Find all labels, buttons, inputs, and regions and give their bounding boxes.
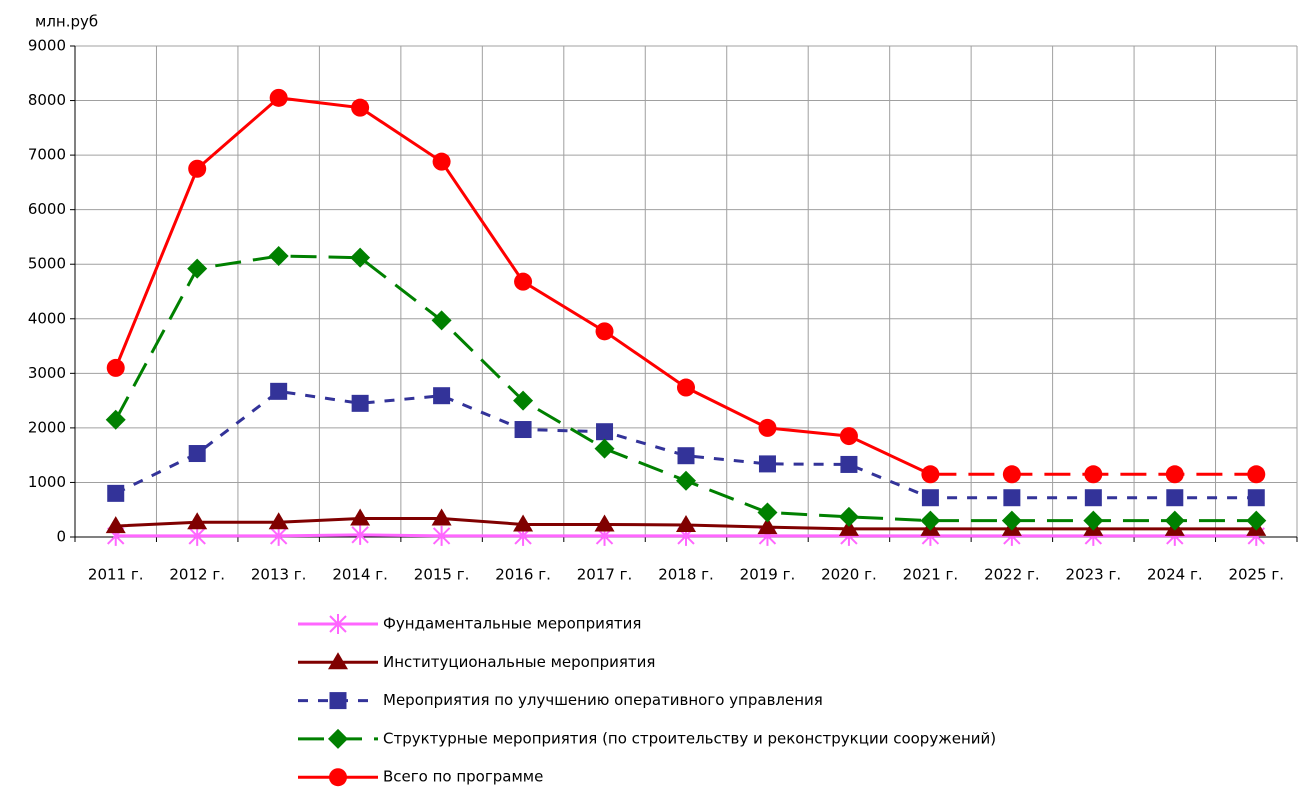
y-tick-label: 4000 (28, 309, 66, 327)
marker (758, 455, 776, 473)
x-tick-label: 2013 г. (251, 566, 307, 584)
legend-label: Структурные мероприятия (по строительств… (383, 729, 996, 747)
x-tick-label: 2023 г. (1066, 566, 1122, 584)
marker (187, 258, 208, 279)
legend-label: Фундаментальные мероприятия (383, 615, 641, 633)
legend-label: Мероприятия по улучшению оперативного уп… (383, 691, 823, 709)
x-tick-label: 2011 г. (88, 566, 144, 584)
x-tick-label: 2025 г. (1228, 566, 1284, 584)
marker (1247, 465, 1266, 484)
marker (106, 358, 125, 377)
marker (1002, 465, 1021, 484)
x-tick-label: 2015 г. (414, 566, 470, 584)
x-tick-label: 2020 г. (821, 566, 877, 584)
marker (270, 382, 288, 400)
x-tick-label: 2016 г. (495, 566, 551, 584)
marker (514, 272, 533, 291)
x-tick-label: 2022 г. (984, 566, 1040, 584)
marker (594, 514, 615, 532)
marker (432, 525, 451, 546)
x-tick-label: 2017 г. (577, 566, 633, 584)
y-tick-label: 8000 (28, 91, 66, 109)
marker (433, 387, 451, 405)
marker (329, 768, 347, 787)
marker (1165, 465, 1184, 484)
marker (187, 512, 208, 530)
marker (1164, 510, 1185, 531)
marker (350, 247, 371, 268)
marker (840, 455, 858, 473)
marker (839, 427, 858, 446)
marker (514, 421, 532, 439)
marker (328, 652, 348, 670)
marker (758, 418, 777, 437)
y-axis-label: млн.руб (35, 13, 98, 31)
marker (838, 518, 859, 536)
marker (757, 517, 778, 535)
marker (1246, 510, 1267, 531)
marker (677, 447, 695, 465)
marker (269, 88, 288, 107)
y-tick-label: 1000 (28, 473, 66, 491)
marker (594, 438, 615, 459)
marker (676, 470, 696, 491)
y-tick-label: 2000 (28, 418, 66, 436)
y-tick-label: 3000 (28, 364, 66, 382)
y-tick-label: 0 (56, 528, 66, 546)
marker (596, 423, 614, 441)
marker (1084, 489, 1102, 507)
marker (757, 502, 778, 523)
marker (268, 512, 289, 530)
x-tick-label: 2024 г. (1147, 566, 1203, 584)
marker (107, 484, 125, 502)
marker (1084, 465, 1103, 484)
marker (329, 614, 347, 634)
x-tick-label: 2014 г. (332, 566, 388, 584)
marker (921, 465, 940, 484)
marker (676, 514, 696, 532)
x-tick-label: 2019 г. (740, 566, 796, 584)
marker (595, 322, 614, 341)
marker (1083, 510, 1104, 531)
marker (838, 506, 859, 527)
marker (513, 390, 534, 411)
marker (105, 516, 126, 534)
marker (351, 98, 370, 117)
marker (268, 246, 289, 267)
marker (188, 445, 206, 463)
marker (677, 378, 695, 397)
marker (1003, 489, 1021, 507)
marker (351, 524, 369, 545)
y-tick-label: 5000 (28, 255, 66, 273)
x-tick-label: 2012 г. (169, 566, 225, 584)
marker (920, 510, 941, 531)
marker (329, 692, 347, 710)
marker (1247, 489, 1265, 507)
marker (921, 489, 939, 507)
marker (350, 508, 371, 526)
marker (328, 728, 348, 749)
y-tick-label: 7000 (28, 146, 66, 164)
series-line (115, 389, 1257, 500)
marker (105, 409, 126, 430)
legend-label: Институциональные мероприятия (383, 653, 655, 671)
marker (1001, 510, 1022, 531)
marker (513, 514, 534, 532)
marker (431, 310, 452, 331)
marker (188, 159, 207, 178)
marker (1166, 489, 1184, 507)
legend-label: Всего по программе (383, 768, 543, 786)
y-tick-label: 9000 (28, 37, 66, 55)
x-tick-label: 2018 г. (658, 566, 714, 584)
marker (432, 152, 451, 171)
x-tick-label: 2021 г. (903, 566, 959, 584)
y-tick-label: 6000 (28, 200, 66, 218)
marker (431, 508, 452, 526)
marker (351, 394, 369, 412)
